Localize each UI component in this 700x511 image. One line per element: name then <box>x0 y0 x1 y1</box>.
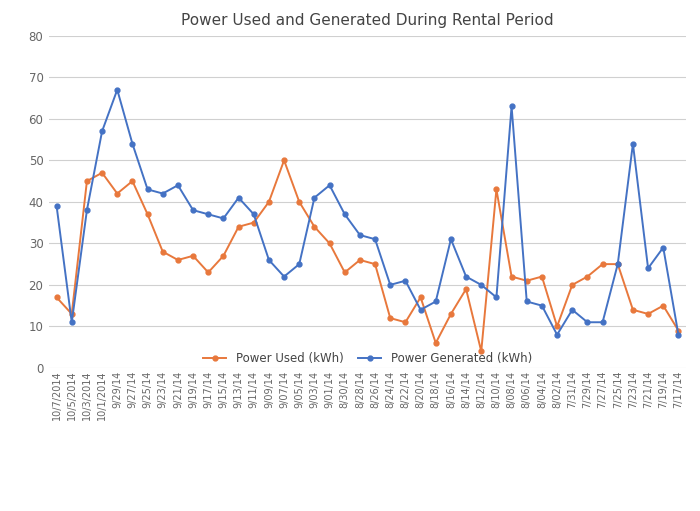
Power Generated (kWh) <box>416 307 425 313</box>
Power Used (kWh) <box>174 257 182 263</box>
Power Used (kWh) <box>158 248 167 254</box>
Power Generated (kWh) <box>219 215 228 221</box>
Power Generated (kWh) <box>98 128 106 134</box>
Power Used (kWh) <box>568 282 577 288</box>
Power Generated (kWh) <box>204 211 213 217</box>
Power Generated (kWh) <box>598 319 607 326</box>
Power Used (kWh) <box>492 187 500 193</box>
Power Generated (kWh) <box>522 298 531 305</box>
Power Used (kWh) <box>249 220 258 226</box>
Power Generated (kWh) <box>477 282 486 288</box>
Power Generated (kWh) <box>280 273 288 280</box>
Power Used (kWh) <box>265 199 273 205</box>
Power Used (kWh) <box>583 273 592 280</box>
Power Generated (kWh) <box>340 211 349 217</box>
Power Generated (kWh) <box>583 319 592 326</box>
Power Used (kWh) <box>340 269 349 275</box>
Power Generated (kWh) <box>538 303 546 309</box>
Power Used (kWh) <box>447 311 455 317</box>
Line: Power Generated (kWh): Power Generated (kWh) <box>54 87 681 337</box>
Power Generated (kWh) <box>386 282 395 288</box>
Power Used (kWh) <box>598 261 607 267</box>
Power Generated (kWh) <box>431 298 440 305</box>
Power Generated (kWh) <box>113 87 122 93</box>
Power Generated (kWh) <box>568 307 577 313</box>
Power Used (kWh) <box>538 273 546 280</box>
Power Generated (kWh) <box>295 261 304 267</box>
Power Generated (kWh) <box>83 207 91 213</box>
Power Used (kWh) <box>659 303 668 309</box>
Power Generated (kWh) <box>492 294 500 300</box>
Power Used (kWh) <box>674 328 682 334</box>
Power Used (kWh) <box>189 253 197 259</box>
Power Used (kWh) <box>431 340 440 346</box>
Power Used (kWh) <box>644 311 652 317</box>
Power Generated (kWh) <box>52 203 61 209</box>
Power Used (kWh) <box>477 348 486 354</box>
Power Generated (kWh) <box>144 187 152 193</box>
Power Used (kWh) <box>553 323 561 330</box>
Power Generated (kWh) <box>659 244 668 250</box>
Power Used (kWh) <box>83 178 91 184</box>
Power Generated (kWh) <box>674 332 682 338</box>
Power Generated (kWh) <box>128 141 136 147</box>
Power Used (kWh) <box>295 199 304 205</box>
Power Used (kWh) <box>113 191 122 197</box>
Power Used (kWh) <box>613 261 622 267</box>
Power Generated (kWh) <box>401 277 410 284</box>
Power Generated (kWh) <box>371 236 379 242</box>
Power Generated (kWh) <box>265 257 273 263</box>
Power Used (kWh) <box>386 315 395 321</box>
Power Used (kWh) <box>416 294 425 300</box>
Line: Power Used (kWh): Power Used (kWh) <box>54 158 681 354</box>
Power Generated (kWh) <box>462 273 470 280</box>
Legend: Power Used (kWh), Power Generated (kWh): Power Used (kWh), Power Generated (kWh) <box>203 353 532 365</box>
Power Used (kWh) <box>462 286 470 292</box>
Power Generated (kWh) <box>553 332 561 338</box>
Power Used (kWh) <box>371 261 379 267</box>
Power Used (kWh) <box>310 224 319 230</box>
Power Generated (kWh) <box>68 319 76 326</box>
Power Generated (kWh) <box>189 207 197 213</box>
Title: Power Used and Generated During Rental Period: Power Used and Generated During Rental P… <box>181 13 554 28</box>
Power Used (kWh) <box>128 178 136 184</box>
Power Used (kWh) <box>98 170 106 176</box>
Power Used (kWh) <box>356 257 364 263</box>
Power Generated (kWh) <box>326 182 334 188</box>
Power Used (kWh) <box>508 273 516 280</box>
Power Used (kWh) <box>204 269 213 275</box>
Power Used (kWh) <box>68 311 76 317</box>
Power Used (kWh) <box>280 157 288 164</box>
Power Generated (kWh) <box>174 182 182 188</box>
Power Generated (kWh) <box>234 195 243 201</box>
Power Used (kWh) <box>326 240 334 246</box>
Power Used (kWh) <box>234 224 243 230</box>
Power Generated (kWh) <box>613 261 622 267</box>
Power Generated (kWh) <box>508 103 516 109</box>
Power Used (kWh) <box>522 277 531 284</box>
Power Generated (kWh) <box>356 232 364 238</box>
Power Generated (kWh) <box>629 141 637 147</box>
Power Used (kWh) <box>629 307 637 313</box>
Power Used (kWh) <box>144 211 152 217</box>
Power Used (kWh) <box>52 294 61 300</box>
Power Used (kWh) <box>219 253 228 259</box>
Power Generated (kWh) <box>249 211 258 217</box>
Power Generated (kWh) <box>310 195 319 201</box>
Power Generated (kWh) <box>158 191 167 197</box>
Power Generated (kWh) <box>447 236 455 242</box>
Power Generated (kWh) <box>644 265 652 271</box>
Power Used (kWh) <box>401 319 410 326</box>
